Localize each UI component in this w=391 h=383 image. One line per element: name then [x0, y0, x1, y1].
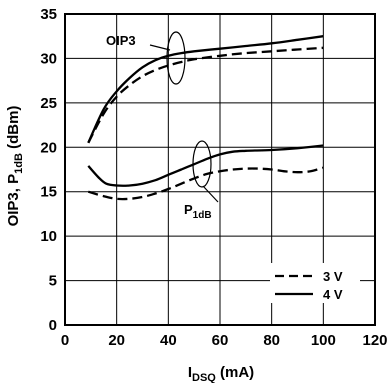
y-axis-label: OIP3, P1dB (dBm) — [5, 106, 25, 227]
legend-background — [270, 263, 360, 303]
series-p1db-3v — [87, 166, 324, 201]
x-axis-label: IDSQ (mA) — [188, 364, 254, 383]
p1db-label: P1dB — [184, 202, 212, 221]
annotation-p1db: P1dB — [184, 140, 219, 221]
x-tick-label: 60 — [212, 332, 229, 349]
x-tick-label: 0 — [61, 332, 69, 349]
y-tick-label: 20 — [40, 139, 57, 156]
annotation-oip3: OIP3 — [106, 31, 186, 85]
legend: 3 V 4 V — [270, 263, 360, 303]
x-tick-label: 80 — [263, 332, 280, 349]
y-tick-label: 15 — [40, 184, 57, 201]
x-tick-label: 100 — [311, 332, 336, 349]
p1db-annotation-ellipse — [192, 140, 212, 188]
tick-labels: 0 20 40 60 80 100 120 0 5 10 15 20 25 30 35 — [40, 6, 387, 349]
p1db-leader-line — [202, 185, 219, 203]
y-tick-label: 5 — [49, 273, 57, 290]
series-lines — [87, 35, 324, 201]
x-tick-label: 40 — [160, 332, 177, 349]
oip3-annotation-ellipse — [166, 31, 186, 85]
x-tick-label: 120 — [362, 332, 387, 349]
y-tick-label: 30 — [40, 50, 57, 67]
series-oip3-3v — [87, 46, 324, 144]
y-tick-label: 25 — [40, 95, 57, 112]
oip3-leader-line — [149, 44, 171, 51]
grid-lines — [65, 14, 375, 325]
legend-label-3v: 3 V — [323, 269, 343, 284]
y-tick-label: 35 — [40, 6, 57, 23]
plot-frame — [64, 13, 376, 326]
oip3-label: OIP3 — [106, 33, 136, 48]
series-oip3-4v — [87, 35, 324, 144]
y-tick-label: 0 — [49, 317, 57, 334]
x-tick-label: 20 — [108, 332, 125, 349]
y-tick-label: 10 — [40, 228, 57, 245]
legend-label-4v: 4 V — [323, 287, 343, 302]
series-p1db-4v — [87, 144, 324, 187]
